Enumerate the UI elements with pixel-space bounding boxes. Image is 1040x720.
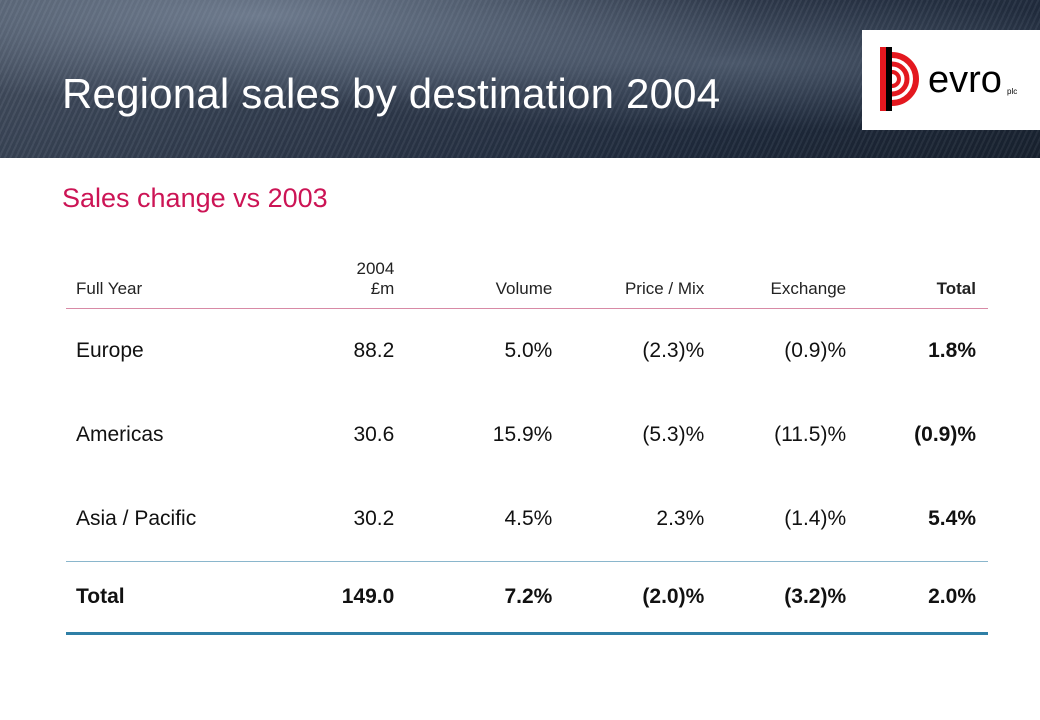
table-total-row: Total 149.0 7.2% (2.0)% (3.2)% 2.0% [66, 561, 988, 635]
logo-plc: plc [1007, 87, 1017, 96]
total-sales: 149.0 [240, 561, 399, 635]
row-volume: 15.9% [492, 423, 553, 446]
row-exchange: (0.9)% [784, 339, 847, 362]
total-exchange: (3.2)% [704, 561, 847, 635]
total-region: Total [66, 561, 241, 635]
total-price-mix: (2.0)% [552, 561, 705, 635]
header-exchange: Exchange [704, 244, 847, 309]
devro-logo: evro plc [862, 30, 1040, 130]
logo-wordmark: evro [928, 59, 1002, 101]
slide-title: Regional sales by destination 2004 [62, 70, 721, 117]
table-header-row: Full Year 2004 £m Volume Price / Mix Exc… [66, 244, 988, 309]
row-total: 5.4% [846, 477, 988, 562]
row-sales: 30.6 [353, 423, 395, 446]
devro-logo-mark: evro plc [880, 47, 1017, 111]
table-row: Europe 88.2 5.0% (2.3)% (0.9)% 1.8% [66, 309, 988, 394]
row-price-mix: (5.3)% [642, 423, 705, 446]
header-sales: 2004 £m [240, 244, 399, 309]
row-region: Europe [76, 339, 144, 362]
row-sales: 88.2 [353, 339, 395, 362]
header-sales-unit: £m [370, 279, 395, 298]
row-sales: 30.2 [240, 477, 399, 562]
row-region: Asia / Pacific [66, 477, 241, 562]
header-region: Full Year [66, 244, 241, 309]
row-volume: 5.0% [504, 339, 553, 362]
table-row: Asia / Pacific 30.2 4.5% 2.3% (1.4)% 5.4… [66, 477, 988, 562]
row-exchange: (1.4)% [704, 477, 847, 562]
header-total: Total [846, 244, 988, 309]
total-total: 2.0% [846, 561, 988, 635]
table-row: Americas 30.6 15.9% (5.3)% (11.5)% (0.9)… [66, 393, 988, 477]
row-total: (0.9)% [914, 423, 976, 446]
total-volume: 7.2% [398, 561, 553, 635]
slide-subtitle: Sales change vs 2003 [62, 183, 328, 213]
regional-sales-table: Full Year 2004 £m Volume Price / Mix Exc… [66, 244, 988, 635]
row-volume: 4.5% [398, 477, 553, 562]
header-price-mix: Price / Mix [552, 244, 705, 309]
row-region: Americas [76, 423, 164, 446]
row-exchange: (11.5)% [774, 423, 847, 446]
row-total: 1.8% [928, 339, 976, 362]
row-price-mix: (2.3)% [642, 339, 705, 362]
header-volume: Volume [398, 244, 553, 309]
header-banner: Regional sales by destination 2004 evro … [0, 0, 1040, 158]
row-price-mix: 2.3% [552, 477, 705, 562]
header-sales-year: 2004 [356, 259, 395, 278]
